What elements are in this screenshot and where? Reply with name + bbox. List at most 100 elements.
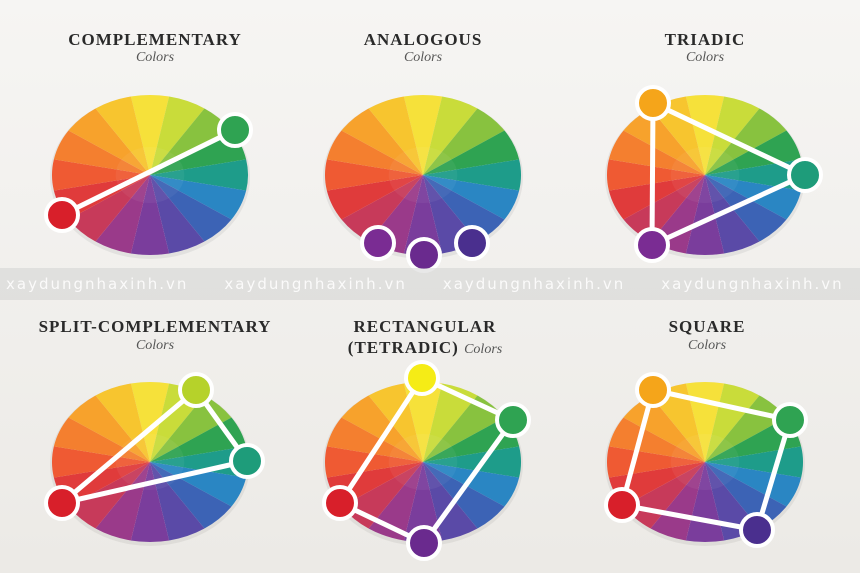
yellow-green-dot: [178, 372, 214, 408]
wheel-center-glow: [115, 434, 185, 490]
wheel-segment: [423, 175, 520, 220]
wheel-group-square: [604, 372, 808, 548]
wheel-segment: [705, 159, 804, 191]
violet-dot-2: [406, 237, 442, 273]
wheel-segment: [606, 159, 705, 191]
wheel-segment: [150, 446, 249, 478]
red-dot: [604, 487, 640, 523]
wheel-segment: [623, 108, 705, 175]
wheel-segment: [403, 175, 443, 255]
wheel-segment: [705, 108, 787, 175]
wheel-segment: [423, 383, 478, 462]
wheel-segment: [705, 96, 760, 175]
wheel-segment: [53, 130, 150, 175]
wheel-segment: [130, 95, 170, 175]
wheel-segment: [341, 395, 423, 462]
wheel-segment: [623, 395, 705, 462]
wheel-segment: [403, 95, 443, 175]
wheel-segment: [95, 462, 150, 541]
wheel-segment: [68, 108, 150, 175]
watermark-text-1: xaydungnhaxinh.vn: [6, 275, 189, 293]
indigo-dot: [739, 512, 775, 548]
wheel-segment: [423, 130, 520, 175]
wheel-segment: [95, 175, 150, 254]
wheel-segment: [150, 175, 232, 242]
green-dot: [772, 402, 808, 438]
wheel-segment: [130, 382, 170, 462]
wheel-segment: [623, 175, 705, 242]
wheel-center-glow: [670, 434, 740, 490]
yellow-dot: [404, 360, 440, 396]
watermark-band: xaydungnhaxinh.vn xaydungnhaxinh.vn xayd…: [0, 268, 860, 300]
wheel-segment: [368, 96, 423, 175]
wheel-center-glow: [670, 147, 740, 203]
watermark-text-3: xaydungnhaxinh.vn: [442, 275, 626, 293]
subtitle-analogous: Colors: [403, 50, 443, 65]
wheel-center-glow: [388, 434, 458, 490]
green-dot: [217, 112, 253, 148]
wheel-segment: [423, 446, 522, 478]
wheel-segment: [150, 462, 247, 507]
title-tetradic: (TETRADIC): [347, 338, 459, 357]
wheel-segment: [423, 96, 478, 175]
title-analogous: ANALOGOUS: [363, 30, 483, 49]
wheel-segment: [403, 462, 443, 542]
red-dot: [44, 197, 80, 233]
teal-dot: [229, 443, 265, 479]
wheel-segment: [95, 96, 150, 175]
wheel-segment: [150, 159, 249, 191]
wheel-segment: [51, 159, 151, 191]
subtitle-triadic: Colors: [685, 50, 725, 65]
wheel-segment: [705, 383, 760, 462]
wheel-segment: [608, 417, 705, 462]
wheel-segment: [608, 130, 705, 175]
wheel-segment: [423, 175, 505, 242]
watermark-text-4: xaydungnhaxinh.vn: [661, 275, 844, 293]
connector-line: [59, 127, 238, 218]
wheel-segment: [341, 175, 423, 242]
wheel-segment: [423, 108, 505, 175]
wheel-segment: [368, 383, 423, 462]
red-dot: [44, 485, 80, 521]
wheel-segment: [326, 417, 423, 462]
wheel-segment: [685, 95, 725, 175]
orange-dot: [635, 372, 671, 408]
wheel-segment: [403, 382, 443, 462]
wheel-segment: [705, 175, 787, 242]
wheel-segment: [623, 462, 705, 529]
wheel-center-glow: [115, 147, 185, 203]
title-triadic: TRIADIC: [664, 30, 746, 49]
wheel-segment: [705, 395, 787, 462]
wheel-segment: [341, 108, 423, 175]
indigo-dot: [454, 225, 490, 261]
wheel-segment: [705, 462, 802, 507]
wheel-segment: [423, 462, 520, 507]
wheel-group-complementary: [44, 95, 253, 259]
red-dot: [322, 485, 358, 521]
purple-dot: [634, 227, 670, 263]
wheel-segment: [150, 175, 247, 220]
green-dot: [495, 402, 531, 438]
wheel-group-split-complementary: [44, 372, 265, 546]
wheel-segment: [650, 462, 705, 541]
wheel-segment: [68, 462, 150, 529]
subtitle-split-complementary: Colors: [135, 338, 175, 353]
violet-dot-1: [360, 225, 396, 261]
title-split-complementary: SPLIT-COMPLEMENTARY: [38, 317, 272, 336]
wheel-segment: [324, 446, 423, 478]
wheel-group-triadic: [605, 85, 823, 263]
title-square: SQUARE: [668, 317, 746, 336]
wheel-segment: [423, 462, 478, 541]
wheel-segment: [685, 175, 725, 255]
wheel-segment: [150, 175, 205, 254]
wheel-group-rectangular: [322, 360, 531, 561]
wheel-segment: [705, 462, 787, 529]
title-rectangular: RECTANGULAR: [353, 317, 497, 336]
wheel-segment: [150, 108, 232, 175]
connector-shape: [649, 100, 808, 248]
title-rectangular-line2: (TETRADIC) Colors: [275, 338, 575, 360]
wheel-segment: [130, 175, 170, 255]
wheel-segment: [150, 96, 205, 175]
